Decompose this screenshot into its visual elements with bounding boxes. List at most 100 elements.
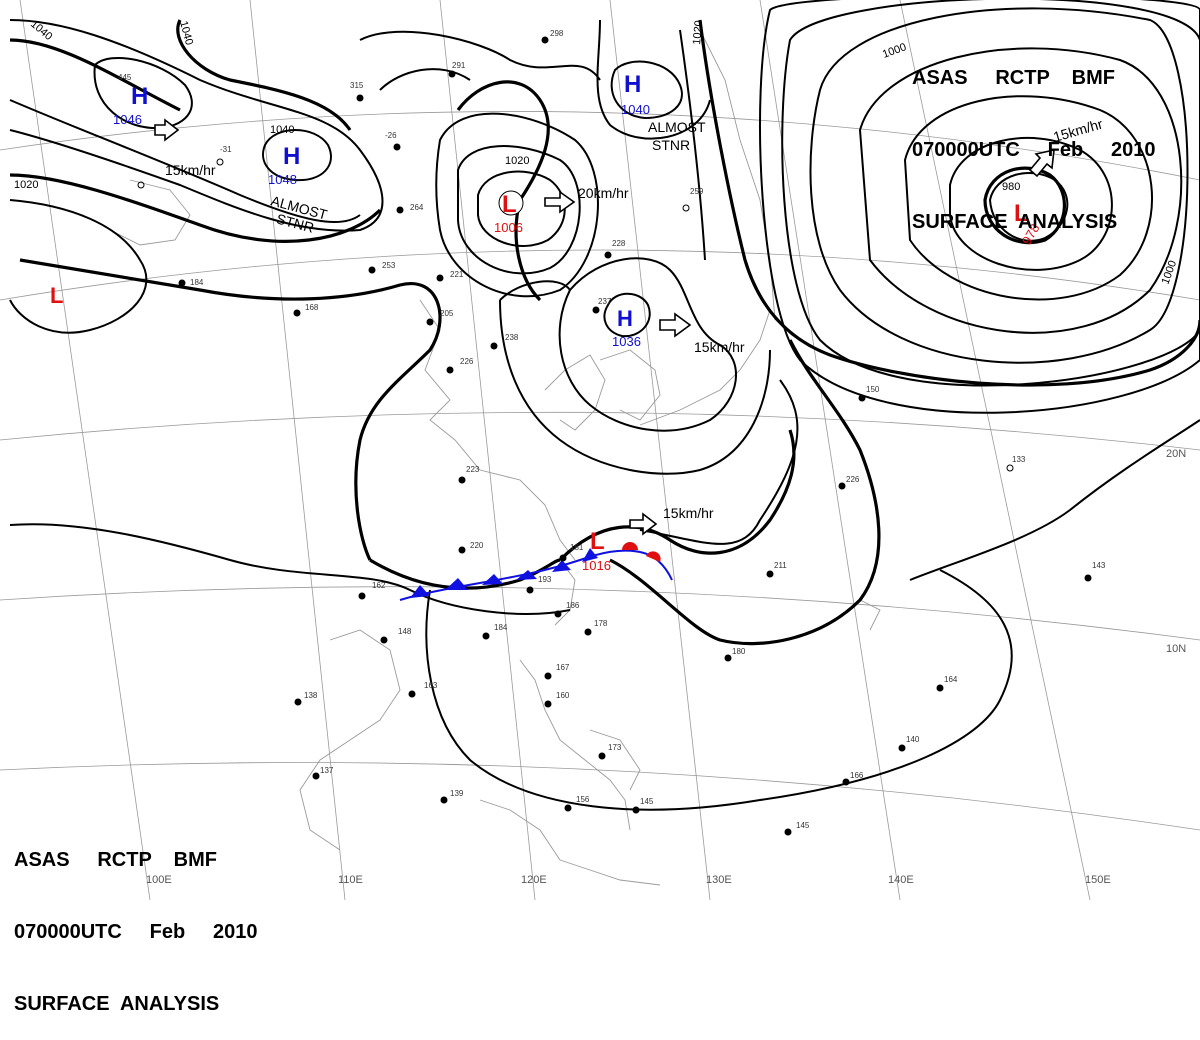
- station-plot: 184: [178, 278, 204, 287]
- station-plot: 315: [350, 81, 364, 102]
- station-plot: 223: [458, 465, 480, 484]
- station-plot: 133: [1006, 455, 1026, 472]
- high-symbol: H: [283, 143, 300, 170]
- svg-text:181: 181: [570, 543, 584, 552]
- svg-text:148: 148: [398, 627, 412, 636]
- svg-text:228: 228: [612, 239, 626, 248]
- svg-text:168: 168: [305, 303, 319, 312]
- svg-text:211: 211: [774, 561, 787, 570]
- header-top-right: ASAS RCTP BMF 070000UTC Feb 2010 SURFACE…: [912, 18, 1155, 258]
- low-symbol: L: [1014, 200, 1029, 227]
- station-plot: 226: [446, 357, 474, 374]
- low-symbol: L: [590, 528, 605, 555]
- high-value: 1040: [621, 102, 650, 117]
- station-plot: 145: [784, 821, 810, 836]
- svg-text:-26: -26: [385, 131, 397, 140]
- station-plot: 162: [358, 581, 386, 600]
- svg-text:315: 315: [350, 81, 364, 90]
- station-plot: 253: [368, 261, 396, 274]
- stationary-front: [399, 542, 673, 601]
- longitude-label: 100E: [146, 874, 172, 886]
- latitude-label: 20N: [1166, 448, 1186, 460]
- svg-text:223: 223: [466, 465, 480, 474]
- station-plot: 226: [838, 475, 860, 490]
- grid-labels: 100E 110E 120E 130E 140E 150E 20N 10N: [146, 448, 1186, 886]
- svg-text:221: 221: [450, 270, 464, 279]
- station-plot: -26: [385, 131, 401, 151]
- high-symbol: H: [131, 83, 148, 110]
- svg-text:253: 253: [382, 261, 396, 270]
- svg-text:164: 164: [944, 675, 958, 684]
- station-plots: 445 -31 315 -26 298 291 264 253 221 205 …: [118, 29, 1106, 836]
- graticule: [0, 0, 1200, 900]
- svg-text:193: 193: [538, 575, 552, 584]
- station-plot: 228: [604, 239, 626, 259]
- svg-text:145: 145: [640, 797, 654, 806]
- svg-text:237: 237: [598, 297, 612, 306]
- high-value: 1036: [612, 334, 641, 349]
- station-plot: 259: [682, 187, 704, 212]
- svg-text:259: 259: [690, 187, 704, 196]
- station-plot: 137: [312, 766, 334, 780]
- svg-text:184: 184: [494, 623, 508, 632]
- longitude-label: 140E: [888, 874, 914, 886]
- motion-speed-label: 15km/hr: [694, 339, 745, 355]
- svg-text:143: 143: [1092, 561, 1106, 570]
- station-plot: 298: [541, 29, 564, 44]
- almost-label: ALMOST: [648, 119, 706, 135]
- svg-text:226: 226: [460, 357, 474, 366]
- svg-text:445: 445: [118, 73, 132, 82]
- weather-map: H 1046 H 1048 H 1040 H 1036 L 1006 L 978…: [0, 0, 1200, 900]
- longitude-label: 150E: [1085, 874, 1111, 886]
- coastlines: [109, 29, 881, 886]
- longitude-label: 120E: [521, 874, 547, 886]
- svg-text:145: 145: [796, 821, 810, 830]
- high-symbol: H: [624, 71, 641, 98]
- svg-text:180: 180: [732, 647, 746, 656]
- isobars: [9, 0, 1200, 811]
- header-line-1: ASAS RCTP BMF: [912, 67, 1115, 89]
- station-plot: 181: [559, 543, 584, 562]
- svg-text:162: 162: [372, 581, 386, 590]
- svg-text:205: 205: [440, 309, 454, 318]
- header-line-3: SURFACE ANALYSIS: [14, 993, 220, 1015]
- svg-text:160: 160: [556, 691, 570, 700]
- motion-speed-label: 15km/hr: [165, 162, 216, 178]
- station-plot: 221: [436, 270, 464, 282]
- header-line-3: SURFACE ANALYSIS: [912, 211, 1118, 233]
- svg-text:178: 178: [594, 619, 608, 628]
- station-plot: 160: [544, 691, 570, 708]
- station-plot: 184: [482, 623, 508, 640]
- isobar-label: 1020: [691, 20, 705, 45]
- svg-text:133: 133: [1012, 455, 1026, 464]
- svg-text:298: 298: [550, 29, 564, 38]
- svg-text:139: 139: [450, 789, 464, 798]
- svg-text:166: 166: [850, 771, 864, 780]
- svg-text:-31: -31: [220, 145, 232, 154]
- low-value: 1016: [582, 558, 611, 573]
- station-plot: 173: [598, 743, 622, 760]
- svg-text:226: 226: [846, 475, 860, 484]
- station-plot: 166: [842, 771, 864, 786]
- motion-speed-label: 20km/hr: [578, 185, 629, 201]
- header-line-2: 070000UTC Feb 2010: [14, 921, 258, 943]
- station-plot: 168: [293, 303, 319, 317]
- motion-arrows: [154, 118, 1055, 536]
- station-plot: 264: [396, 203, 424, 214]
- svg-text:150: 150: [866, 385, 880, 394]
- station-plot: 186: [554, 601, 580, 618]
- station-plot: 138: [294, 691, 318, 706]
- low-value: 1006: [494, 220, 523, 235]
- low-symbol: L: [50, 283, 63, 308]
- svg-text:173: 173: [608, 743, 622, 752]
- longitude-label: 130E: [706, 874, 732, 886]
- station-plot: 238: [490, 333, 519, 350]
- station-plot: 150: [858, 385, 880, 402]
- high-value: 1046: [113, 112, 142, 127]
- station-plot: 164: [936, 675, 958, 692]
- station-plot: 140: [898, 735, 920, 752]
- isobar-label: 1020: [505, 155, 529, 167]
- stnr-label: STNR: [652, 137, 690, 153]
- station-plot: 145: [632, 797, 654, 814]
- high-value: 1048: [268, 172, 297, 187]
